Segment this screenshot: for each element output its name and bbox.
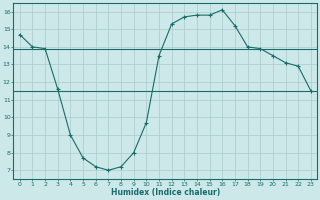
X-axis label: Humidex (Indice chaleur): Humidex (Indice chaleur) xyxy=(111,188,220,197)
